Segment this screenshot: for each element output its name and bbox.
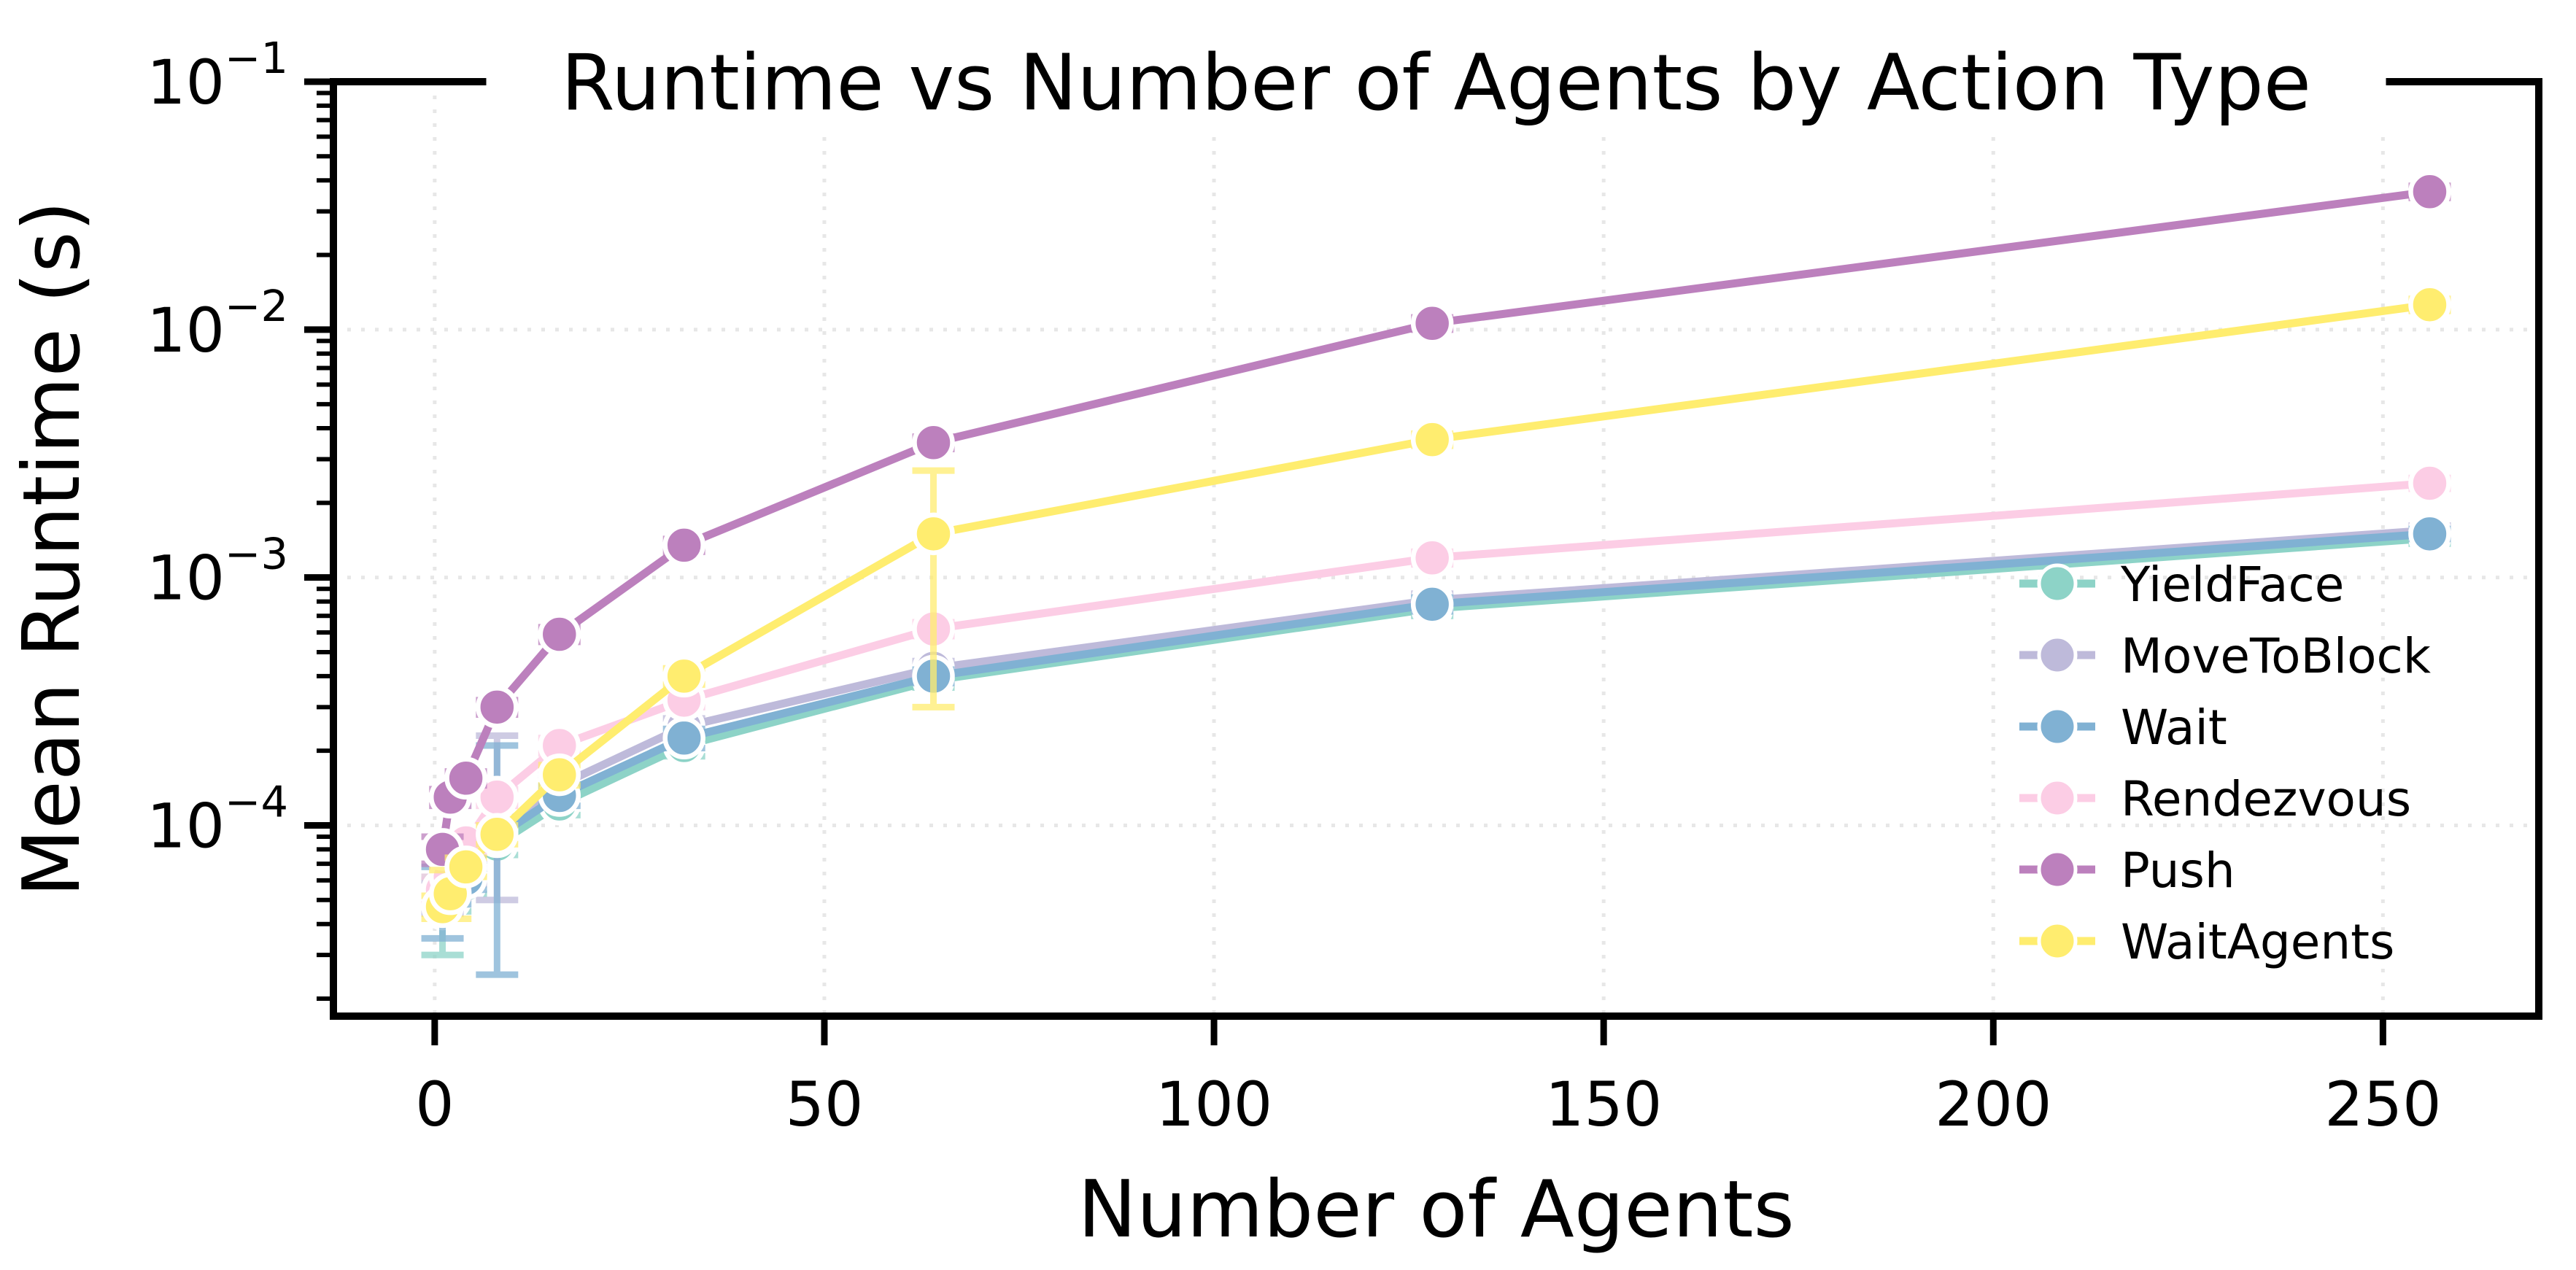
data-point-Wait [662,716,705,760]
data-point-Push [476,686,519,729]
x-tick-label: 0 [415,1069,454,1140]
legend-marker-icon [2037,921,2078,961]
legend-marker-icon [2037,635,2078,675]
data-point-Push [912,421,955,465]
data-point-WaitAgents [662,654,705,698]
tick-labels: 0 50 100 150 200 250 10−1 10−2 10−3 10−4 [147,33,2441,1140]
data-point-Wait [2408,512,2451,556]
legend-marker-icon [2037,706,2078,747]
data-point-WaitAgents [2408,283,2451,326]
legend-label: Wait [2121,700,2227,756]
data-point-Push [1410,301,1454,345]
legend-label: WaitAgents [2121,914,2394,970]
y-tick-label: 10−1 [147,33,288,118]
title-background [486,27,2386,136]
y-tick-label: 10−2 [147,281,288,366]
legend-label: Rendezvous [2121,771,2411,827]
x-tick-label: 150 [1545,1069,1662,1140]
x-tick-label: 250 [2324,1069,2441,1140]
legend-item-Push: Push [2019,843,2235,899]
legend-marker-icon [2037,849,2078,890]
series-Push [421,170,2451,871]
data-point-Rendezvous [2408,462,2451,505]
data-point-Push [538,613,581,656]
x-tick-label: 50 [786,1069,864,1140]
data-point-WaitAgents [476,813,519,856]
legend-item-Wait: Wait [2019,700,2227,756]
data-point-Push [444,756,487,800]
legend-item-Rendezvous: Rendezvous [2019,771,2411,827]
data-point-Push [2408,170,2451,214]
legend-item-MoveToBlock: MoveToBlock [2019,628,2432,684]
data-point-WaitAgents [444,845,487,888]
legend: YieldFace MoveToBlock Wait Rendezvous Push Wa… [2019,557,2432,970]
y-tick-label: 10−4 [147,776,288,861]
data-point-WaitAgents [912,512,955,556]
data-point-WaitAgents [1410,418,1454,461]
title-group: Runtime vs Number of Agents by Action Ty… [486,27,2386,136]
data-point-WaitAgents [538,753,581,797]
legend-marker-icon [2037,563,2078,604]
data-point-Rendezvous [1410,536,1454,579]
legend-marker-icon [2037,778,2078,818]
axis-ticks [304,78,2386,1045]
legend-item-YieldFace: YieldFace [2019,557,2344,613]
legend-label: MoveToBlock [2121,628,2432,684]
legend-label: Push [2121,843,2235,899]
x-tick-label: 200 [1935,1069,2051,1140]
data-point-Push [662,524,705,567]
y-tick-label: 10−3 [147,529,288,614]
legend-item-WaitAgents: WaitAgents [2019,914,2394,970]
data-series [421,170,2451,978]
chart-title: Runtime vs Number of Agents by Action Ty… [561,38,2311,128]
series-WaitAgents [421,283,2451,929]
x-axis-label: Number of Agents [1078,1164,1795,1255]
x-tick-label: 100 [1156,1069,1272,1140]
data-point-Wait [1410,583,1454,626]
legend-label: YieldFace [2120,557,2344,613]
y-axis-label: Mean Runtime (s) [7,201,98,897]
